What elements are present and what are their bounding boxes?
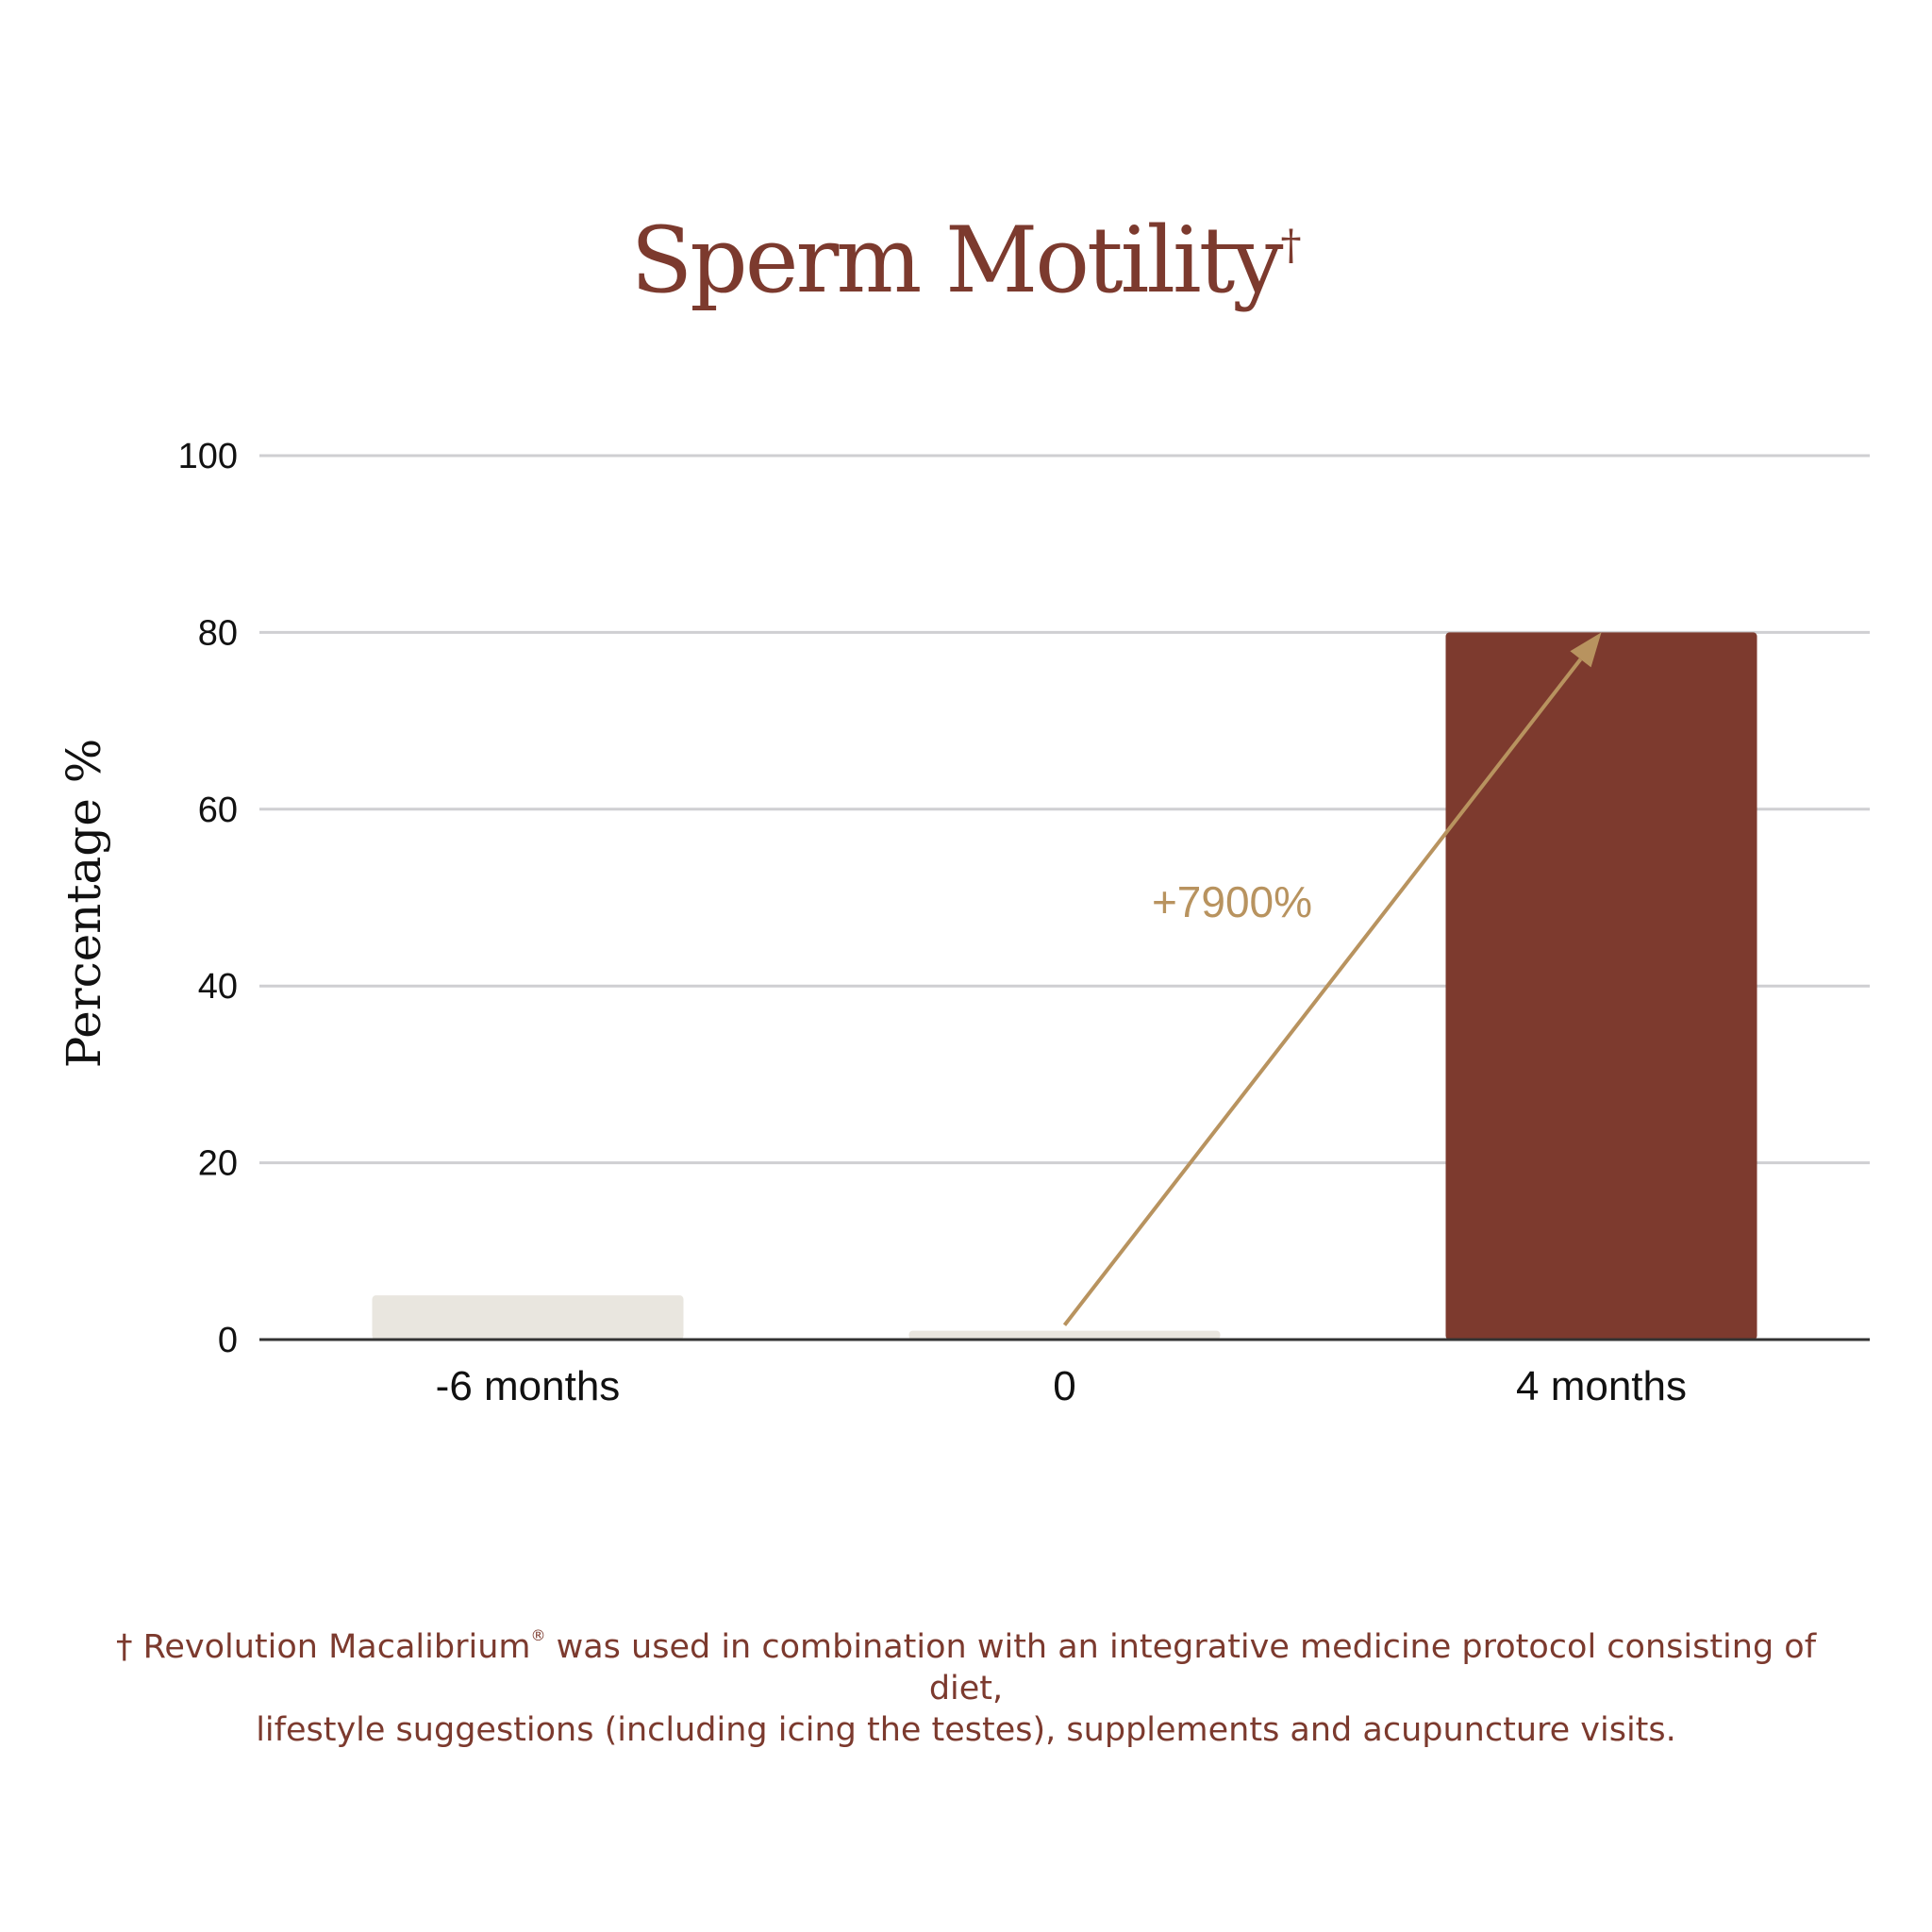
chart-title: Sperm Motility† bbox=[0, 208, 1932, 313]
footnote-line-2: lifestyle suggestions (including icing t… bbox=[256, 1711, 1676, 1749]
y-tick-label: 60 bbox=[198, 791, 238, 830]
registered-mark: ® bbox=[530, 1626, 546, 1644]
footnote: † Revolution Macalibrium® was used in co… bbox=[75, 1615, 1857, 1751]
footnote-line-1: † Revolution Macalibrium® was used in co… bbox=[75, 1615, 1857, 1709]
footnote-line-1-start: † Revolution Macalibrium bbox=[115, 1628, 531, 1666]
bar-2 bbox=[1445, 632, 1757, 1340]
x-axis-labels: -6 months 0 4 months bbox=[436, 1363, 1687, 1409]
bar-0 bbox=[372, 1295, 684, 1340]
y-axis-ticks: 0 20 40 60 80 100 bbox=[178, 437, 238, 1360]
annotation-arrow-line bbox=[1062, 658, 1583, 1326]
y-tick-label: 100 bbox=[178, 437, 238, 476]
x-category-label: -6 months bbox=[436, 1363, 621, 1409]
y-axis-title: Percentage % bbox=[57, 739, 111, 1069]
chart-title-text: Sperm Motility bbox=[630, 208, 1283, 313]
bars bbox=[372, 632, 1757, 1340]
footnote-line-1-end: was used in combination with an integrat… bbox=[545, 1628, 1817, 1707]
x-category-label: 4 months bbox=[1516, 1363, 1687, 1409]
y-tick-label: 20 bbox=[198, 1144, 238, 1184]
bar-1 bbox=[908, 1330, 1221, 1340]
y-tick-label: 40 bbox=[198, 967, 238, 1007]
growth-annotation: +7900% bbox=[1062, 632, 1602, 1326]
chart-title-dagger: † bbox=[1280, 222, 1302, 270]
annotation-label: +7900% bbox=[1152, 877, 1312, 926]
annotation-arrow-head bbox=[1570, 632, 1602, 668]
y-tick-label: 80 bbox=[198, 613, 238, 653]
x-category-label: 0 bbox=[1053, 1363, 1075, 1409]
y-tick-label: 0 bbox=[218, 1321, 238, 1360]
